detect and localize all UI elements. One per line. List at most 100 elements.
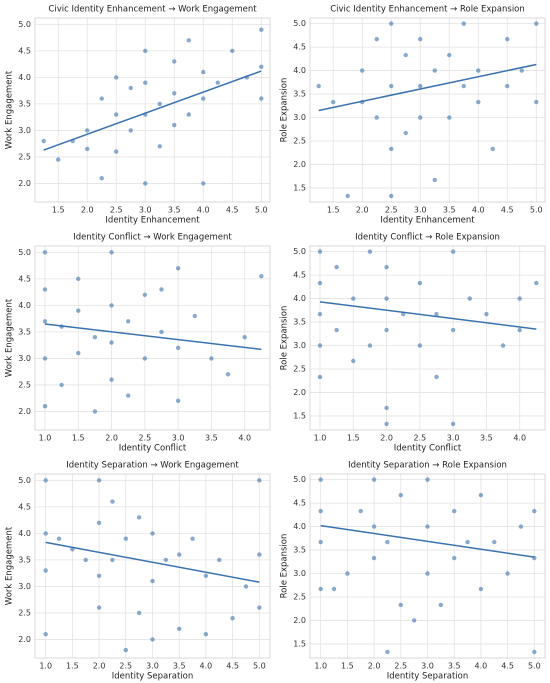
- point: [345, 571, 350, 576]
- x-tick-label: 2.0: [81, 206, 94, 215]
- point: [110, 557, 115, 563]
- y-tick-label: 5.0: [18, 248, 31, 257]
- point: [109, 250, 114, 255]
- point: [159, 287, 164, 292]
- point: [351, 358, 356, 364]
- point: [478, 586, 484, 592]
- point: [163, 557, 169, 563]
- y-axis-label: Work Engagement: [5, 70, 15, 149]
- y-tick-label: 2.0: [293, 388, 306, 397]
- point: [438, 602, 444, 608]
- trend-line: [320, 524, 535, 558]
- point: [123, 536, 128, 541]
- x-tick-label: 4.5: [501, 206, 514, 215]
- point: [123, 647, 128, 653]
- point: [450, 327, 456, 333]
- point: [177, 552, 182, 557]
- point: [143, 80, 148, 85]
- x-tick-label: 2.5: [394, 662, 407, 671]
- x-tick-label: 1.5: [327, 206, 340, 215]
- point: [136, 610, 142, 616]
- point: [76, 308, 81, 313]
- point: [114, 149, 119, 154]
- point: [43, 531, 48, 536]
- point: [110, 499, 115, 504]
- point: [99, 96, 104, 101]
- point: [126, 393, 131, 398]
- y-tick-label: 2.0: [293, 160, 306, 169]
- point: [128, 85, 133, 91]
- point: [257, 478, 262, 483]
- point: [450, 421, 456, 427]
- x-tick-label: 4.0: [475, 662, 488, 671]
- y-axis-label: Work Engagement: [5, 298, 15, 377]
- point: [190, 536, 195, 541]
- panel: Identity Separation → Work Engagement 1.0…: [5, 461, 271, 682]
- y-tick-label: 2.0: [293, 616, 306, 625]
- point: [385, 649, 390, 655]
- point: [318, 508, 323, 514]
- point: [143, 48, 148, 54]
- x-tick-label: 2.5: [119, 662, 132, 671]
- point: [76, 276, 81, 282]
- y-tick-label: 4.5: [293, 43, 306, 52]
- trend-line: [44, 323, 262, 351]
- point: [461, 21, 466, 26]
- y-tick-label: 2.0: [18, 407, 31, 416]
- point: [172, 91, 177, 96]
- x-tick-label: 3.5: [443, 206, 456, 215]
- point: [56, 536, 62, 541]
- x-tick-label: 1.5: [341, 662, 354, 671]
- x-tick-label: 1.0: [39, 662, 52, 671]
- point: [447, 52, 452, 58]
- x-tick-label: 5.0: [528, 662, 541, 671]
- x-tick-label: 3.0: [139, 206, 152, 215]
- point: [417, 343, 423, 348]
- point: [432, 68, 437, 73]
- point: [43, 478, 48, 483]
- point: [519, 68, 524, 73]
- point: [532, 649, 537, 655]
- x-tick-label: 3.0: [421, 662, 434, 671]
- x-tick-label: 3.0: [447, 434, 460, 443]
- point: [398, 602, 403, 608]
- point: [85, 128, 90, 133]
- point: [425, 477, 430, 482]
- y-tick-label: 4.5: [18, 502, 31, 511]
- point: [143, 181, 148, 186]
- x-axis-label: Identity Separation: [112, 672, 194, 682]
- point: [159, 329, 164, 335]
- y-tick-label: 3.5: [18, 327, 31, 336]
- x-tick-label: 4.0: [238, 434, 251, 443]
- point: [316, 83, 321, 89]
- point: [418, 36, 423, 42]
- point: [259, 64, 264, 69]
- y-tick-label: 4.5: [293, 271, 306, 280]
- point: [505, 36, 510, 42]
- point: [209, 356, 214, 361]
- plot-frame: [34, 245, 271, 431]
- point: [389, 21, 394, 26]
- point: [42, 403, 48, 409]
- x-axis-label: Identity Conflict: [119, 444, 187, 454]
- trend-line: [45, 541, 260, 583]
- point: [418, 115, 423, 120]
- x-tick-label: 1.5: [347, 434, 360, 443]
- point: [41, 138, 46, 144]
- y-tick-label: 2.0: [18, 179, 31, 188]
- point: [92, 409, 98, 414]
- point: [505, 83, 510, 89]
- point: [505, 571, 510, 576]
- point: [434, 311, 439, 317]
- x-tick-label: 4.5: [226, 206, 239, 215]
- point: [389, 83, 394, 89]
- point: [389, 193, 394, 199]
- point: [360, 68, 365, 73]
- x-tick-label: 4.5: [226, 662, 239, 671]
- point: [534, 280, 539, 286]
- point: [389, 146, 394, 152]
- point: [478, 492, 484, 498]
- point: [114, 112, 119, 117]
- y-tick-label: 2.5: [18, 152, 31, 161]
- x-tick-label: 3.0: [414, 206, 427, 215]
